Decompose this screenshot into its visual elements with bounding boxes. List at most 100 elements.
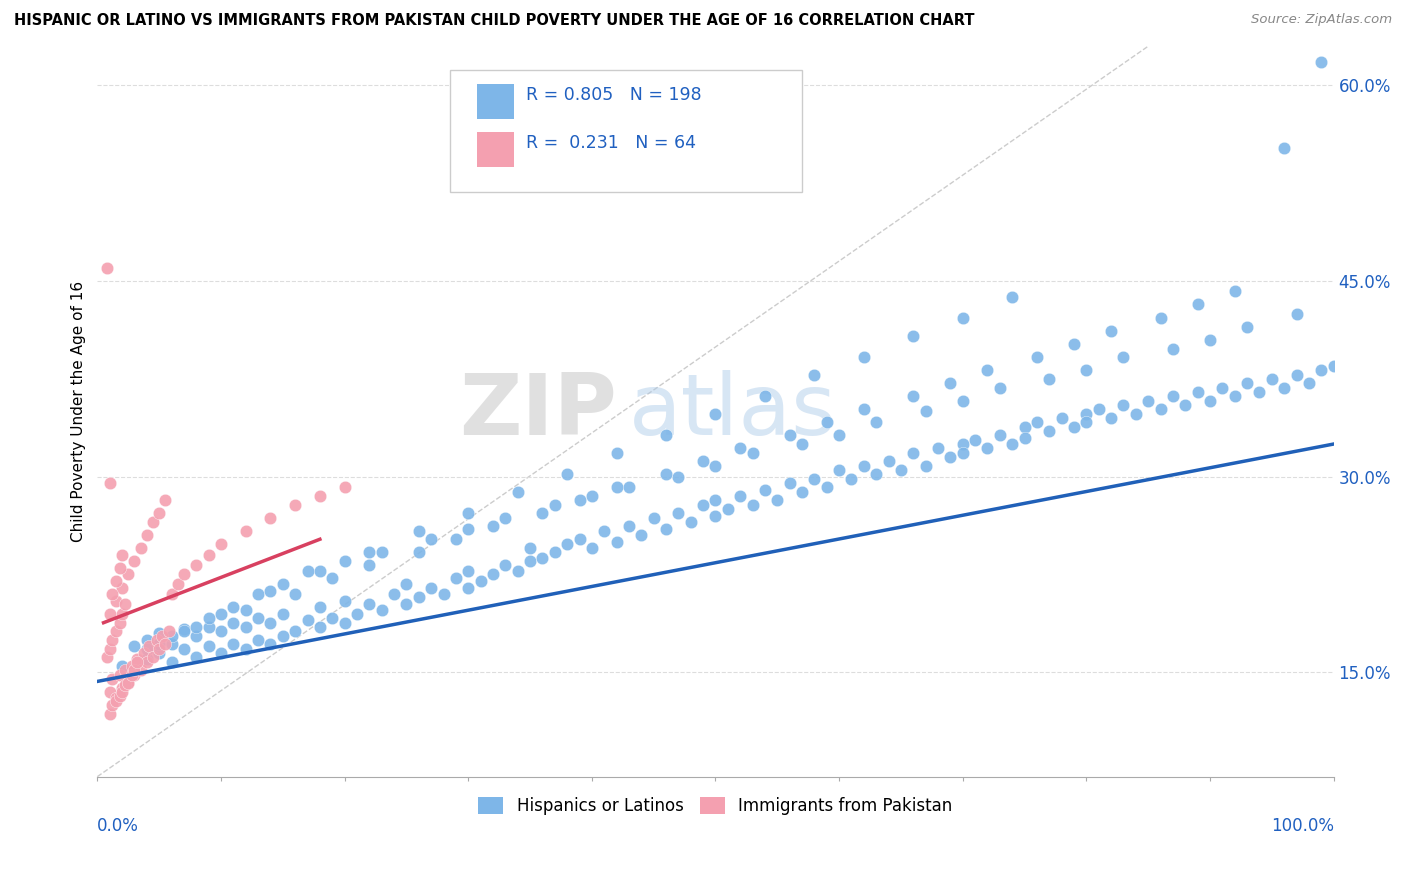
Point [581,489,603,503]
Point [555,467,578,481]
Point [1014,430,1036,444]
Point [96,260,118,275]
Point [125,655,148,669]
Point [359,545,381,559]
Point [952,394,974,409]
Point [209,624,232,638]
Point [284,499,307,513]
Point [104,593,127,607]
Point [593,524,616,539]
Point [297,564,319,578]
Point [114,678,136,692]
Point [606,446,628,460]
Point [555,537,578,551]
Point [1249,384,1271,399]
Point [1014,420,1036,434]
Point [457,522,479,536]
Point [108,689,131,703]
Point [284,624,307,638]
Point [145,632,167,647]
Point [284,587,307,601]
Point [704,459,727,474]
Point [741,446,763,460]
Text: ZIP: ZIP [458,370,617,453]
Point [1187,384,1209,399]
Point [160,637,183,651]
Point [259,511,281,525]
Point [1261,372,1284,386]
Point [643,511,665,525]
Point [186,629,208,643]
Point [668,469,690,483]
Point [815,480,838,494]
Point [129,541,152,556]
Point [135,655,157,669]
Point [259,637,281,651]
Point [309,600,332,615]
Point [1161,342,1184,356]
Text: 0.0%: 0.0% [97,817,139,835]
Point [173,622,195,636]
Point [1236,319,1258,334]
Point [865,415,887,429]
Point [222,615,245,630]
Point [111,681,134,695]
Point [1285,368,1308,382]
Point [852,459,875,474]
Point [408,545,430,559]
Point [117,675,139,690]
Point [1174,398,1197,412]
Point [359,558,381,573]
Point [98,641,121,656]
Point [1125,407,1147,421]
Point [186,620,208,634]
Point [121,668,143,682]
Point [148,641,170,656]
Point [111,548,134,562]
Point [1211,381,1233,395]
Point [124,639,146,653]
Point [135,632,157,647]
Point [679,516,702,530]
Point [160,629,183,643]
Point [117,567,139,582]
Point [728,441,751,455]
Point [1076,407,1098,421]
Text: R =  0.231   N = 64: R = 0.231 N = 64 [526,135,696,153]
Point [142,649,165,664]
Point [841,472,863,486]
Y-axis label: Child Poverty Under the Age of 16: Child Poverty Under the Age of 16 [72,281,86,542]
Point [965,433,987,447]
Point [457,564,479,578]
Point [333,480,356,494]
Point [606,480,628,494]
Point [852,350,875,364]
Text: Source: ZipAtlas.com: Source: ZipAtlas.com [1251,13,1392,27]
Point [692,499,714,513]
Point [138,639,160,653]
Point [173,641,195,656]
Point [117,675,139,690]
Point [482,519,505,533]
Point [506,564,529,578]
Point [148,637,170,651]
Point [346,607,368,621]
Point [166,576,188,591]
Point [155,637,177,651]
Point [197,620,219,634]
Point [1026,415,1049,429]
Point [544,499,567,513]
Point [420,581,443,595]
Point [129,663,152,677]
Point [247,610,270,624]
Point [988,428,1011,442]
Point [420,533,443,547]
Point [655,428,678,442]
Point [235,620,257,634]
Point [247,632,270,647]
Point [101,587,124,601]
Point [531,550,554,565]
Point [1050,411,1073,425]
Point [271,629,294,643]
Point [766,493,789,508]
